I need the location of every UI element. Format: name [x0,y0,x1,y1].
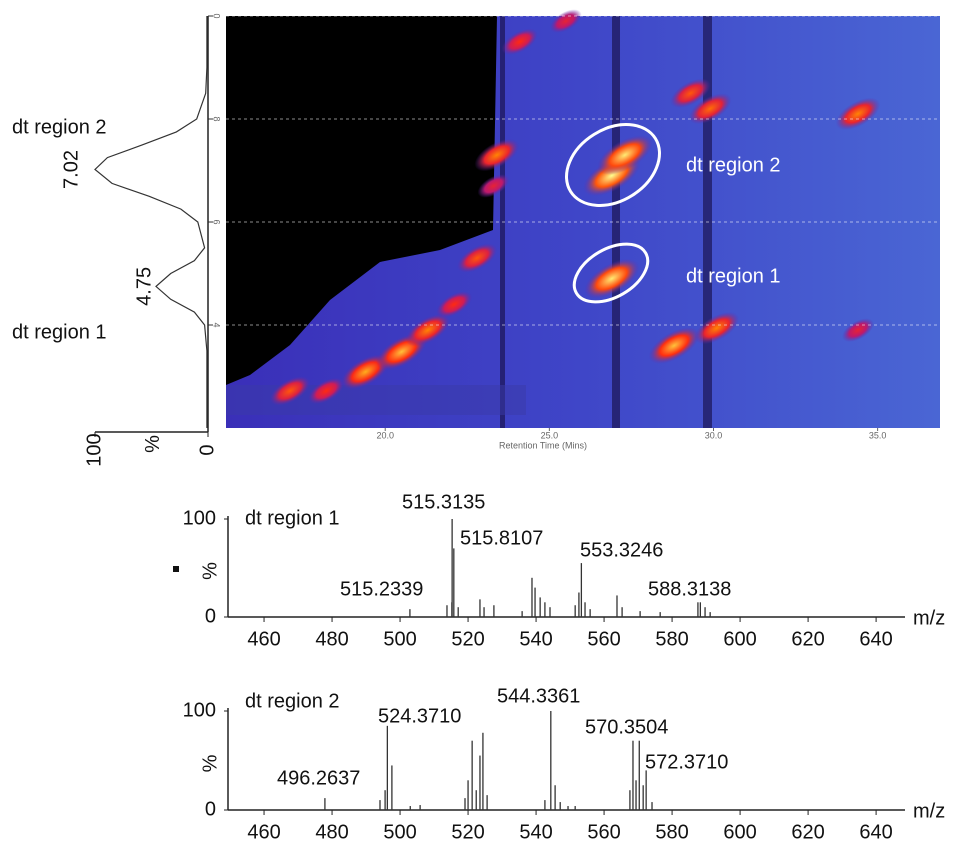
x-tick-label: 540 [519,628,552,650]
peak-label: 553.3246 [580,539,663,561]
heatmap-spots [269,9,881,406]
chart-title: dt region 2 [245,690,340,712]
x-tick-label: 640 [859,628,892,650]
y-tick-label: 0 [205,605,216,627]
peak-label: 572.3710 [645,751,728,773]
heatmap-spot [405,313,451,347]
heatmap-spot [269,376,311,406]
peak-label: 524.3710 [378,705,461,727]
plots: 4 6 8 0 20.0 25.0 30.0 35.0 Retention Time (Mins… [12,13,945,842]
y-axis-title: % [199,754,221,772]
heatmap-spot [688,93,732,125]
x-tick-label: 600 [723,628,756,650]
x-tick-label: 540 [519,821,552,842]
x-tick-label: 620 [791,628,824,650]
heatmap-spot [842,318,874,342]
region-label: dt region 1 [12,321,107,343]
x-tick-label: 30.0 [705,430,723,440]
heatmap-spot [670,78,711,108]
region-ellipse [565,123,661,207]
x-tick-label: 500 [383,821,416,842]
peak-label: 515.2339 [340,578,423,600]
y-tick-label: 6 [212,219,222,224]
marker [173,566,179,572]
x-tick-label: 20.0 [376,430,394,440]
region-label: dt region 1 [686,265,781,287]
region-ellipse [572,242,650,304]
x-tick-label: 560 [587,821,620,842]
heatmap-spot [597,135,653,175]
x-tick-label: 460 [247,821,280,842]
y-tick-label: 100 [183,507,216,529]
x-tick-label: 480 [315,821,348,842]
x-tick-label: 600 [723,821,756,842]
peak-label: 515.3135 [402,491,485,513]
region-label: dt region 2 [12,116,107,138]
peak-label: 544.3361 [497,685,580,707]
heatmap-spot [308,377,345,405]
heatmap-spot [549,9,582,33]
heatmap-spot [477,174,510,198]
peak-label: 7.02 [60,150,82,189]
peak-label: 515.8107 [460,527,543,549]
peak-label: 4.75 [133,267,155,306]
x-tick-label: 560 [587,628,620,650]
x-tick-label: 25.0 [541,430,559,440]
peak-label: 496.2637 [277,767,360,789]
x-tick-label: 580 [655,628,688,650]
heatmap-spot [694,311,740,345]
y-tick-label: 100 [183,699,216,721]
y-tick-label: 0 [205,798,216,820]
x-tick-label: 100 [83,433,105,466]
chart-title: dt region 1 [245,507,340,529]
x-tick-label: 520 [451,628,484,650]
x-tick-label: 0 [196,444,218,455]
y-tick-label: 8 [212,116,222,121]
heatmap-spot [436,291,473,318]
peak-label: 570.3504 [585,716,668,738]
region-label: dt region 2 [686,154,781,176]
no-signal-region [226,16,497,385]
heatmap-spot [648,327,700,364]
heatmap-spot [835,97,881,131]
x-axis-title: m/z [913,800,945,822]
heatmap-spot [501,28,538,55]
heatmap-spot [456,243,498,273]
x-tick-label: 460 [247,628,280,650]
y-tick-label: 0 [212,13,222,18]
x-axis-title: m/z [913,607,945,629]
peak-label: 588.3138 [648,578,731,600]
x-axis-title: % [142,435,164,453]
x-axis-title: Retention Time (Mins) [499,440,587,450]
heatmap-spot [474,138,520,172]
x-tick-label: 520 [451,821,484,842]
x-tick-label: 35.0 [869,430,887,440]
x-tick-label: 480 [315,628,348,650]
heatmap-spot [584,258,640,299]
heatmap-overlay: dt region 2 dt region 1 [226,15,940,326]
y-tick-label: 4 [212,322,222,327]
mobilogram-line [94,16,208,428]
x-tick-label: 580 [655,821,688,842]
x-tick-label: 640 [859,821,892,842]
x-tick-label: 620 [791,821,824,842]
y-axis-title: % [199,562,221,580]
x-tick-label: 500 [383,628,416,650]
